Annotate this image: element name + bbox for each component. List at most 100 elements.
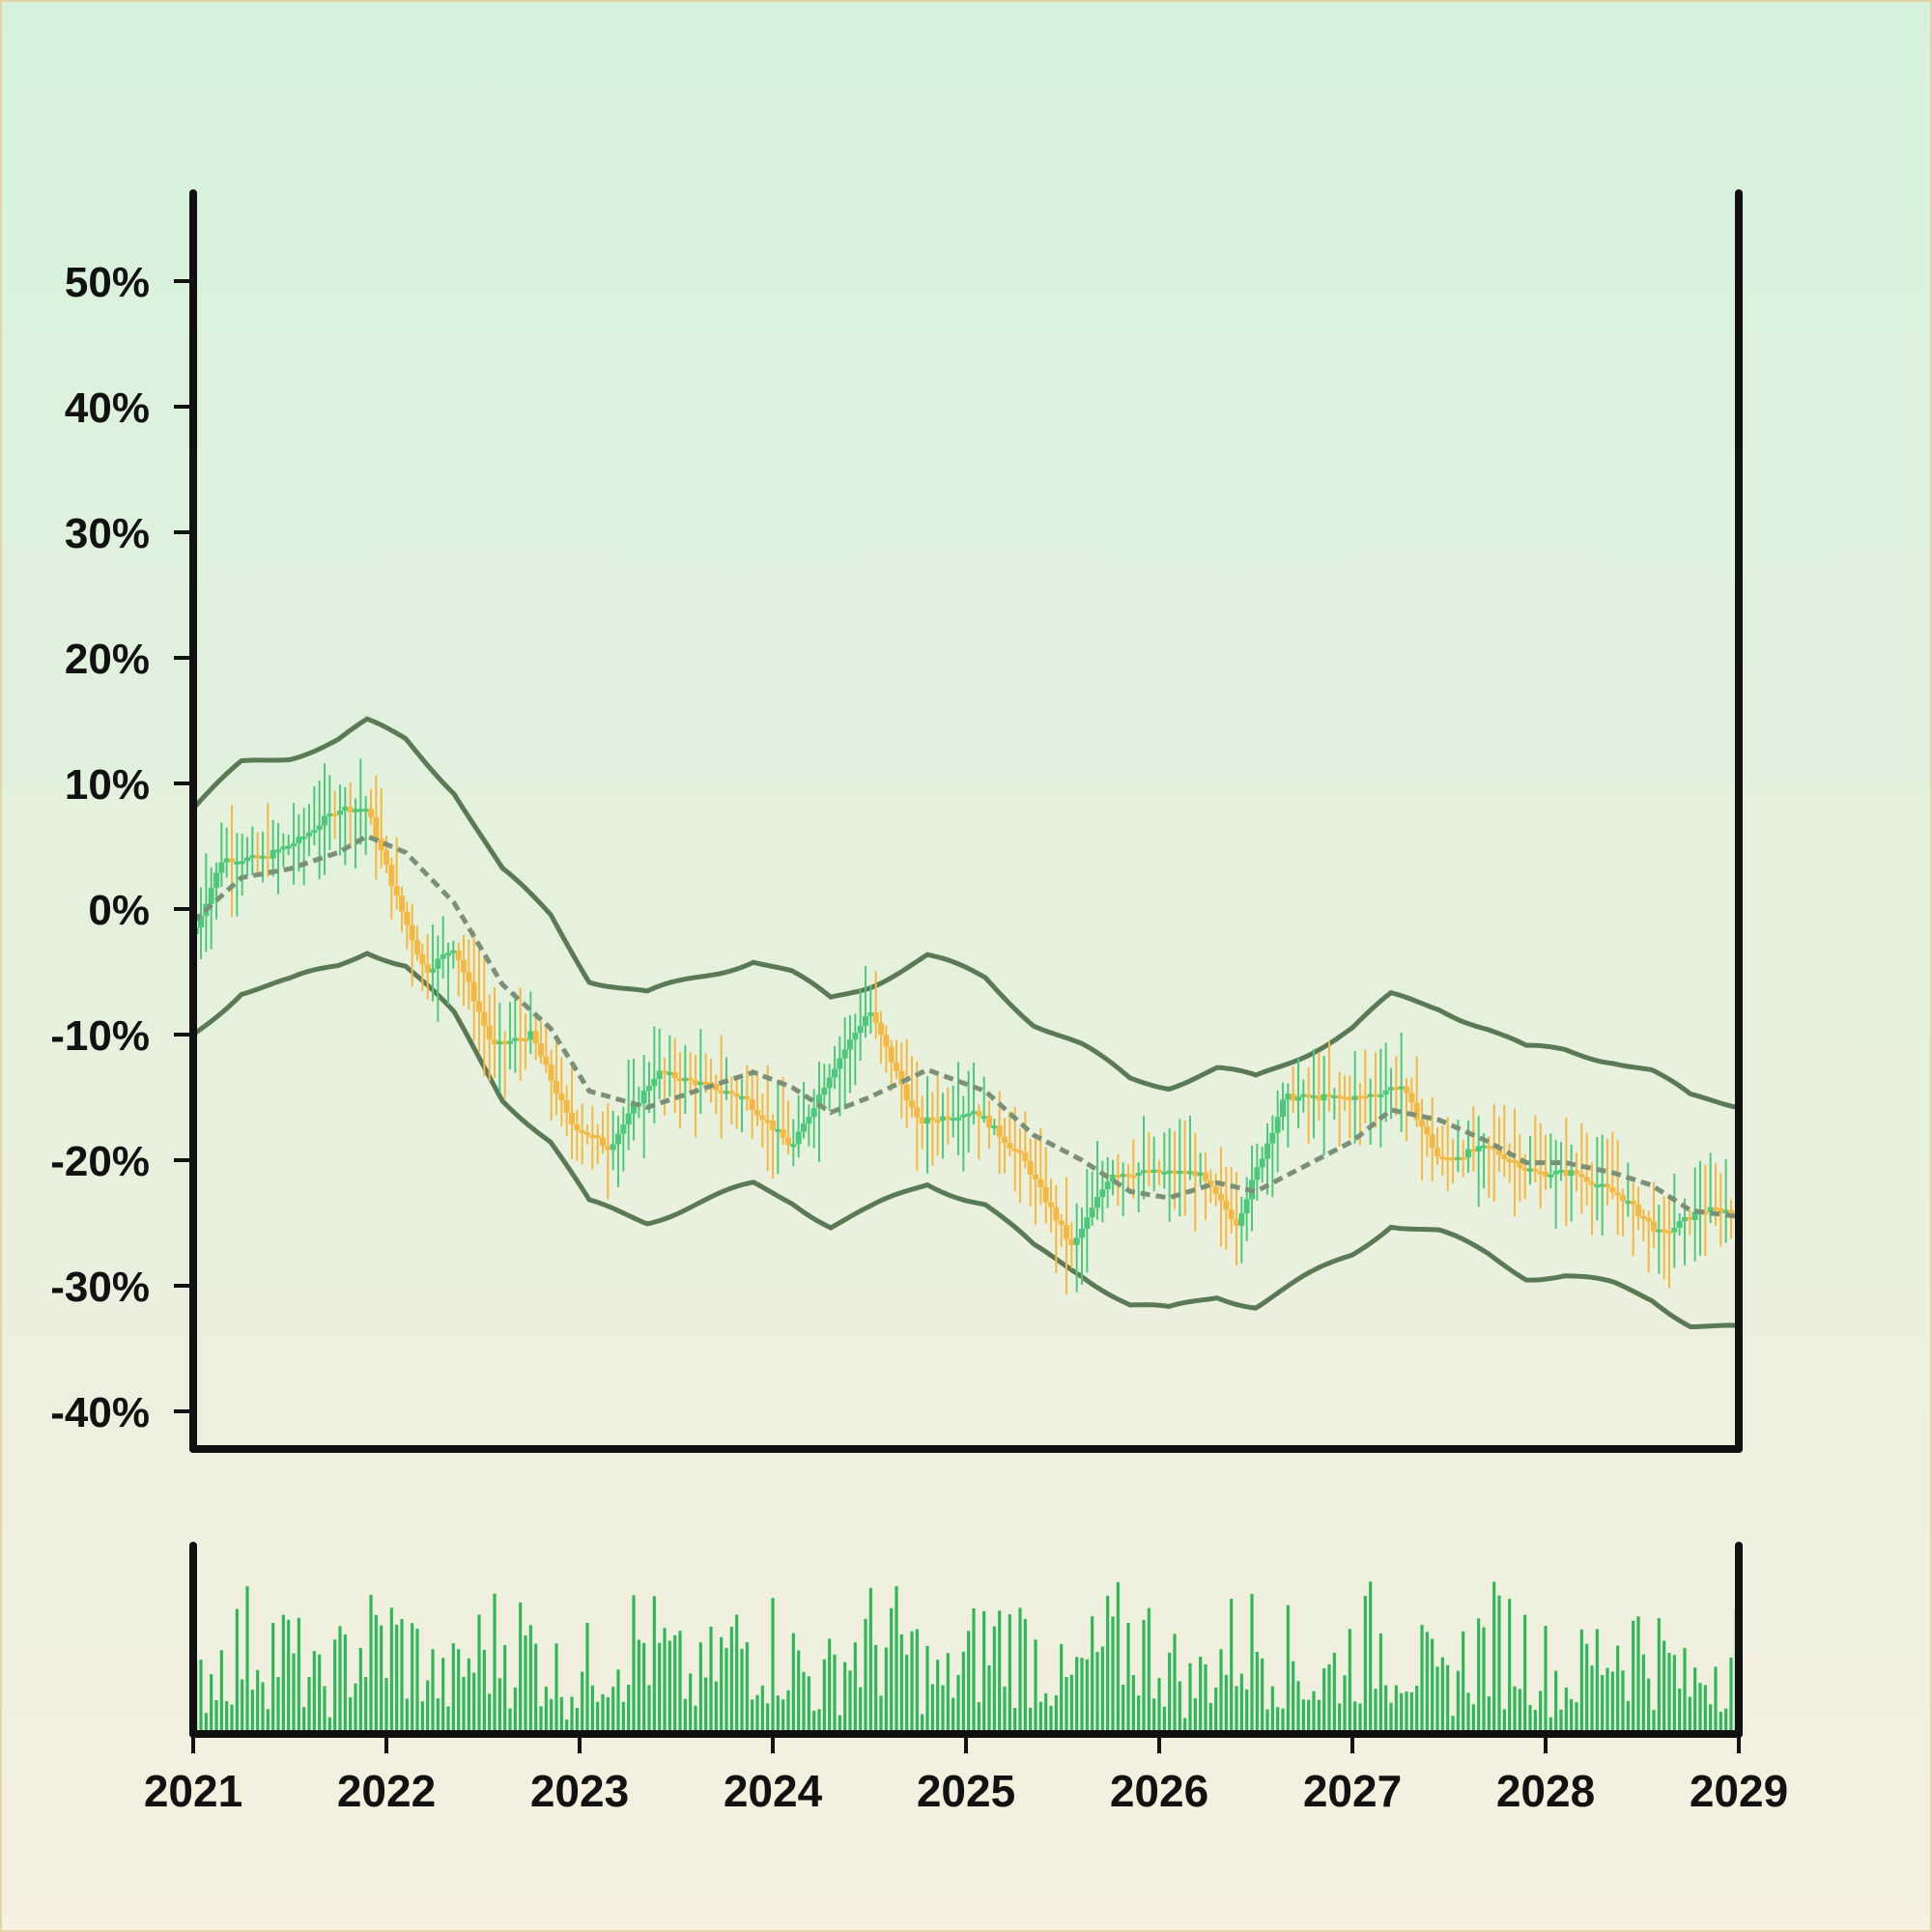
volume-bar (1709, 1704, 1713, 1734)
volume-bar (694, 1705, 697, 1734)
y-tick-label: 0% (88, 887, 150, 934)
volume-bar (1502, 1709, 1506, 1734)
candle-body (733, 1094, 740, 1097)
volume-bar (1034, 1639, 1037, 1734)
x-tick-label: 2023 (530, 1766, 629, 1816)
volume-bar (1131, 1675, 1135, 1734)
volume-bar (389, 1607, 393, 1734)
volume-bar (1652, 1710, 1656, 1734)
volume-bar (343, 1634, 347, 1734)
candle-body (331, 813, 338, 817)
candle-body (1156, 1169, 1162, 1174)
volume-bar (1394, 1685, 1398, 1734)
candle-body (919, 1117, 925, 1124)
volume-bar (1219, 1649, 1223, 1734)
candle-body (857, 1026, 864, 1034)
volume-bar (848, 1670, 852, 1734)
volume-bar (652, 1596, 656, 1734)
volume-bar (1539, 1690, 1543, 1734)
volume-bar (627, 1685, 631, 1734)
volume-bar (457, 1649, 461, 1734)
volume-bar (1363, 1595, 1367, 1734)
candle-body (1022, 1152, 1029, 1162)
volume-bar (812, 1710, 816, 1734)
candle-body (749, 1099, 755, 1110)
y-tick-label: 40% (65, 384, 150, 432)
candle-body (600, 1137, 606, 1147)
candle-body (393, 886, 400, 896)
volume-bar (405, 1698, 409, 1734)
volume-bar (735, 1614, 739, 1734)
volume-bar (585, 1622, 589, 1734)
volume-bar (380, 1625, 384, 1734)
x-tick-label: 2028 (1496, 1766, 1595, 1816)
volume-bar (890, 1607, 894, 1734)
volume-bar (668, 1640, 671, 1734)
volume-bar (658, 1642, 662, 1734)
candle-body (847, 1039, 853, 1050)
volume-bar (616, 1669, 620, 1734)
candle-body (1599, 1183, 1605, 1187)
volume-bar (235, 1608, 239, 1734)
candle-body (759, 1115, 766, 1121)
volume-bar (1239, 1673, 1243, 1734)
volume-bar (751, 1699, 754, 1734)
candle-body (1481, 1145, 1487, 1149)
candle-body (1594, 1184, 1601, 1188)
candle-body (461, 959, 467, 973)
candle-body (466, 972, 472, 982)
candle-body (1496, 1150, 1502, 1155)
volume-bar (1548, 1717, 1552, 1734)
volume-bar (621, 1701, 625, 1734)
candle-body (1521, 1168, 1528, 1172)
candle-body (1367, 1094, 1374, 1097)
candle-body (1450, 1157, 1456, 1161)
candle-body (584, 1132, 590, 1136)
candle-body (646, 1086, 652, 1092)
volume-bar (1270, 1686, 1274, 1734)
candle-body (1135, 1172, 1142, 1177)
candle-body (532, 1031, 539, 1044)
candle-body (1707, 1207, 1714, 1212)
candle-body (579, 1130, 585, 1134)
candle-body (388, 865, 395, 887)
volume-bar (1384, 1685, 1388, 1734)
volume-bar (271, 1622, 275, 1734)
volume-bar (581, 1671, 584, 1734)
volume-bar (338, 1626, 342, 1734)
volume-bar (689, 1673, 693, 1734)
candle-body (589, 1135, 596, 1139)
candle-body (1620, 1195, 1626, 1202)
volume-bar (358, 1647, 362, 1734)
volume-bar (1183, 1718, 1187, 1734)
candle-body (1362, 1095, 1369, 1099)
volume-bar (528, 1625, 532, 1734)
candle-body (1115, 1175, 1122, 1179)
candle-body (924, 1117, 930, 1124)
candle-body (399, 895, 405, 912)
volume-bar (956, 1674, 960, 1734)
candle-body (744, 1095, 751, 1100)
candle-body (883, 1035, 890, 1047)
volume-bar (1440, 1657, 1444, 1734)
candle-body (724, 1091, 729, 1094)
candle-body (558, 1094, 565, 1101)
volume-bar (307, 1676, 311, 1734)
candle-body (1460, 1156, 1466, 1160)
candle-body (347, 807, 354, 812)
volume-bar (1122, 1684, 1125, 1734)
volume-bar (1332, 1652, 1336, 1734)
volume-bar (230, 1704, 234, 1734)
volume-bar (1575, 1702, 1578, 1734)
volume-bar (930, 1684, 934, 1734)
candle-body (697, 1081, 704, 1086)
candle-body (1089, 1208, 1095, 1218)
volume-bar (1358, 1703, 1362, 1734)
volume-bar (1698, 1683, 1702, 1734)
volume-bar (1307, 1699, 1311, 1734)
volume-bar (250, 1690, 254, 1734)
candle-body (980, 1116, 987, 1120)
candle-body (1321, 1094, 1327, 1101)
volume-bar (1435, 1666, 1439, 1734)
candle-body (538, 1043, 544, 1057)
